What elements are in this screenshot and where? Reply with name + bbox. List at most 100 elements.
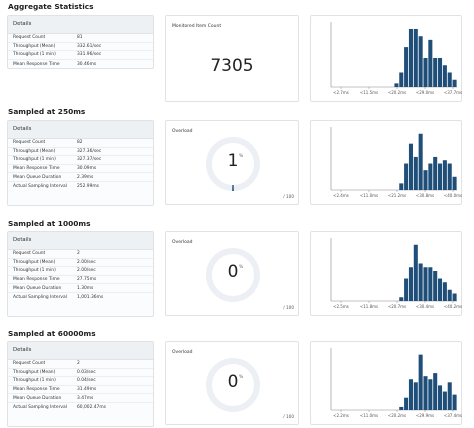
details-panel: Details Request Count 2 Throughput (Mean) 2.… — [7, 231, 154, 317]
details-row-value: 1,001.36ms — [77, 294, 104, 300]
x-tick-label: <2.2ms — [333, 413, 349, 418]
x-tick-label: <21.2ms — [388, 193, 406, 198]
histogram-bar — [408, 267, 413, 301]
histogram-bar — [452, 79, 457, 87]
histogram-bar — [404, 47, 409, 87]
histogram-bar — [438, 163, 443, 190]
details-row-label: Throughput (Mean) — [13, 369, 56, 375]
details-row: Throughput (Mean) 327.36/sec — [8, 148, 153, 157]
overload-gauge — [206, 358, 260, 412]
details-row-label: Throughput (Mean) — [13, 43, 56, 49]
details-row: Throughput (1 min) 2.00/sec — [8, 267, 153, 276]
details-row-value: 2.39ms — [77, 174, 94, 180]
details-row-value: 30.09ms — [77, 166, 97, 172]
histogram-bar — [447, 163, 452, 190]
x-tick-label: <40.0ms — [444, 193, 462, 198]
details-row-label: Actual Sampling Interval — [13, 404, 67, 410]
details-row-value: 2 — [77, 251, 80, 257]
details-row: Actual Sampling Interval 60,002.47ms — [8, 403, 153, 412]
histogram-bar — [428, 163, 433, 190]
histogram-bar — [423, 267, 428, 301]
histogram-bar — [452, 293, 457, 301]
histogram-bar — [423, 376, 428, 410]
details-row-label: Throughput (1 min) — [13, 52, 56, 58]
histogram-bar — [433, 271, 438, 301]
details-row-label: Throughput (Mean) — [13, 259, 56, 265]
x-tick-label: <11.5ms — [360, 90, 378, 95]
details-row-label: Throughput (1 min) — [13, 378, 56, 384]
details-row-label: Mean Queue Duration — [13, 395, 62, 401]
histogram-bar — [408, 28, 413, 87]
overload-percent-sign: % — [239, 265, 244, 270]
histogram-bar — [452, 176, 457, 190]
histogram-bar — [423, 57, 428, 87]
histogram-bar — [428, 39, 433, 87]
details-row-value: 331.96/sec — [77, 52, 102, 58]
histogram-bar — [442, 391, 447, 410]
histogram-bar — [442, 65, 447, 87]
details-row-value: 327.36/sec — [77, 148, 102, 154]
histogram-bar — [418, 263, 423, 301]
details-row-label: Throughput (1 min) — [13, 157, 56, 163]
x-tick-label: <37.4ms — [444, 413, 462, 418]
details-row: Mean Response Time 30.09ms — [8, 165, 153, 174]
details-row-label: Throughput (1 min) — [13, 268, 56, 274]
details-row-label: Mean Queue Duration — [13, 285, 62, 291]
details-row-label: Throughput (Mean) — [13, 148, 56, 154]
histogram-panel: <2.2ms <11.0ms <20.2ms <29.9ms <37.4ms — [310, 341, 462, 425]
details-row-value: 3.47ms — [77, 395, 94, 401]
histogram-bar — [404, 163, 409, 190]
panel-label: Monitored Item Count — [172, 24, 222, 29]
details-row-value: 0.03/sec — [77, 369, 96, 375]
histogram-bar — [408, 379, 413, 410]
details-row-label: Actual Sampling Interval — [13, 294, 67, 300]
histogram-bar — [404, 278, 409, 301]
histogram-bar — [404, 397, 409, 410]
details-row-value: 2 — [77, 361, 80, 367]
histogram-bar — [394, 83, 399, 87]
section-title: Sampled at 60000ms — [8, 329, 96, 338]
x-tick-label: <20.7ms — [388, 304, 406, 309]
overload-panel: Overload 1% / 100 — [165, 120, 299, 205]
histogram-bar — [438, 278, 443, 301]
x-tick-label: <2.7ms — [333, 90, 349, 95]
details-row: Request Count 2 — [8, 250, 153, 259]
x-tick-label: <20.2ms — [388, 90, 406, 95]
details-panel: Details Request Count 82 Throughput (Mean) 3… — [7, 120, 154, 206]
histogram-bar — [447, 72, 452, 87]
overload-gauge — [206, 248, 260, 302]
x-tick-label: <30.8ms — [416, 193, 434, 198]
histogram-bar — [418, 354, 423, 410]
x-tick-label: <29.0ms — [416, 90, 434, 95]
panel-label: Overload — [172, 350, 193, 355]
overload-max: / 100 — [283, 305, 294, 310]
overload-max: / 100 — [283, 194, 294, 199]
histogram-bar — [408, 143, 413, 190]
monitored-item-count: 7305 — [210, 56, 254, 76]
details-row-label: Request Count — [13, 140, 46, 146]
details-row: Request Count 82 — [8, 139, 153, 148]
histogram-bar — [452, 394, 457, 410]
histogram-chart: <2.5ms <11.8ms <20.7ms <30.4ms <40.2ms — [330, 238, 462, 309]
gauge-track — [206, 358, 260, 412]
x-tick-label: <11.0ms — [360, 193, 378, 198]
x-tick-label: <2.4ms — [333, 193, 349, 198]
details-row: Throughput (Mean) 2.00/sec — [8, 259, 153, 268]
histogram-panel: <2.7ms <11.5ms <20.2ms <29.0ms <37.7ms — [310, 15, 462, 102]
details-row-label: Request Count — [13, 361, 46, 367]
x-tick-label: <30.4ms — [416, 304, 434, 309]
details-row-value: 327.37/sec — [77, 157, 102, 163]
details-row-value: 252.99ms — [77, 183, 99, 189]
overload-percent-sign: % — [239, 375, 244, 380]
monitored-item-panel: Monitored Item Count 7305 — [165, 15, 299, 102]
histogram-bar — [399, 183, 404, 190]
x-tick-label: <11.0ms — [360, 413, 378, 418]
overload-panel: Overload 0% / 100 — [165, 231, 299, 316]
details-panel: Details Request Count 81 Throughput (Mean) 3… — [7, 15, 154, 69]
details-row: Mean Response Time 27.75ms — [8, 276, 153, 285]
details-row-value: 332.61/sec — [77, 43, 102, 49]
histogram-panel: <2.4ms <11.0ms <21.2ms <30.8ms <40.0ms — [310, 120, 462, 205]
details-header: Details — [8, 16, 153, 34]
gauge-track — [206, 248, 260, 302]
details-row: Request Count 2 — [8, 360, 153, 369]
